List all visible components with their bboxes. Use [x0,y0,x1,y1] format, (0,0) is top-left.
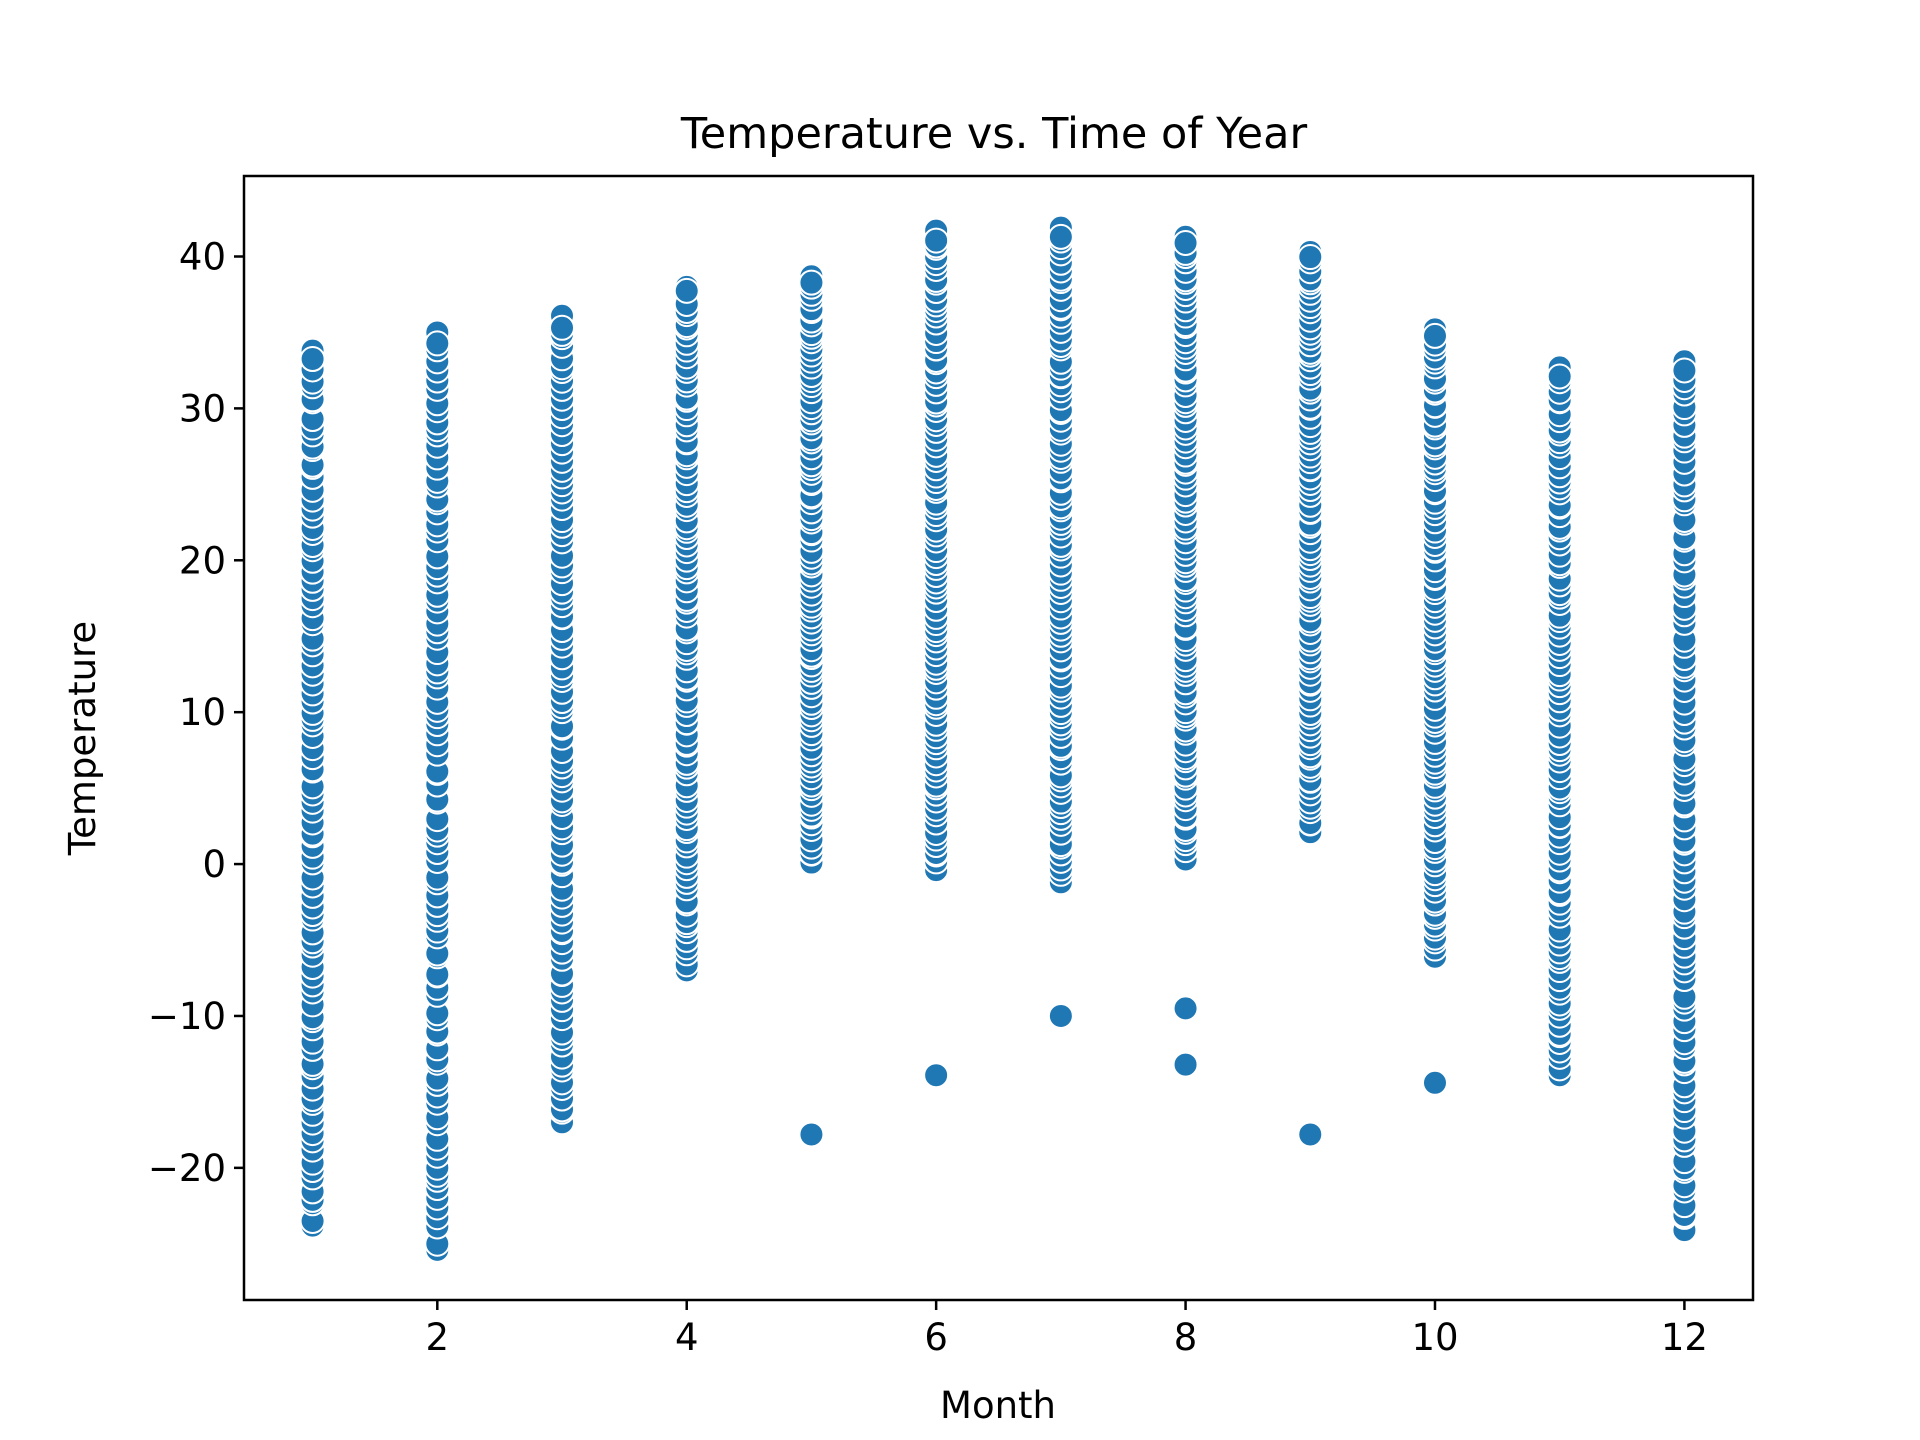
y-tick-label: 20 [179,539,226,582]
y-tick-label: 10 [179,691,226,734]
data-point [673,277,700,304]
x-tick-label: 8 [1174,1316,1198,1359]
y-tick-label: −20 [148,1147,226,1190]
data-points [299,214,1698,1263]
data-point [923,227,950,254]
y-tick-label: 30 [179,387,226,430]
data-point [1047,223,1074,250]
data-point [299,346,326,373]
x-tick-label: 6 [924,1316,948,1359]
data-point [1172,229,1199,256]
y-tick-label: 0 [202,843,226,886]
plot-frame [242,174,1755,1302]
x-tick-label: 12 [1661,1316,1708,1359]
y-tick-label: 40 [179,236,226,279]
data-point [549,314,576,341]
x-tick-label: 2 [426,1316,450,1359]
data-point [798,269,825,296]
data-point [923,1062,950,1089]
data-point [1297,1121,1324,1148]
x-tick-label: 10 [1411,1316,1458,1359]
data-point [1671,357,1698,384]
data-point [1047,1002,1074,1029]
data-point [1421,322,1448,349]
data-point [1172,995,1199,1022]
y-axis-label: Temperature [61,621,104,856]
data-point [424,330,451,357]
data-point [798,1121,825,1148]
data-point [1172,1051,1199,1078]
y-axis: −20 −10 0 10 20 30 40 [148,236,244,1190]
x-tick-label: 4 [675,1316,699,1359]
data-point [1421,1069,1448,1096]
chart-title: Temperature vs. Time of Year [680,109,1308,159]
data-point [1546,363,1573,390]
x-axis: 2 4 6 8 10 12 [426,1300,1708,1359]
y-tick-label: −10 [148,995,226,1038]
data-point [1297,244,1324,271]
x-axis-label: Month [940,1384,1056,1427]
